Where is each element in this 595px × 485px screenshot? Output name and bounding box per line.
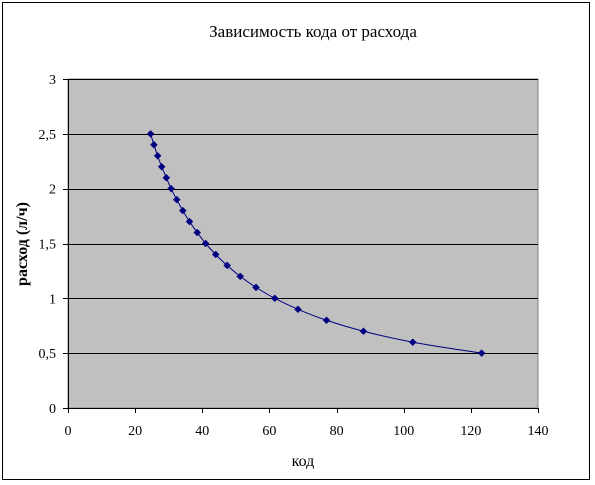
x-axis-title: код bbox=[292, 453, 315, 470]
data-point bbox=[167, 184, 175, 193]
x-tick-label: 80 bbox=[330, 424, 344, 439]
axes bbox=[63, 79, 539, 413]
data-point bbox=[223, 261, 231, 270]
data-point bbox=[157, 162, 166, 171]
y-tick-label: 0 bbox=[49, 402, 56, 417]
data-point bbox=[185, 217, 194, 226]
data-point bbox=[359, 327, 368, 336]
data-point bbox=[193, 228, 202, 237]
data-point bbox=[153, 151, 162, 160]
y-tick-label: 2 bbox=[49, 183, 56, 198]
data-point bbox=[146, 129, 155, 138]
gridlines bbox=[68, 79, 538, 354]
x-tick-label: 60 bbox=[262, 424, 276, 439]
data-point bbox=[201, 239, 210, 248]
y-tick-label: 3 bbox=[49, 73, 56, 88]
data-point bbox=[150, 140, 158, 149]
y-tick-label: 2,5 bbox=[39, 128, 57, 143]
x-tick-label: 20 bbox=[128, 424, 142, 439]
plot-area bbox=[67, 78, 539, 409]
series bbox=[146, 129, 486, 358]
x-tick-label: 120 bbox=[460, 424, 481, 439]
data-point bbox=[408, 338, 417, 347]
data-point bbox=[294, 305, 302, 314]
y-tick-label: 1,5 bbox=[39, 238, 57, 253]
y-tick-label: 1 bbox=[49, 292, 56, 307]
data-point bbox=[252, 283, 260, 292]
x-tick-label: 140 bbox=[528, 424, 549, 439]
tick-labels: 0 0,5 1 1,5 2 2,5 3 0 20 40 60 80 100 120 140 bbox=[39, 73, 549, 439]
data-point bbox=[211, 250, 220, 259]
data-point bbox=[236, 272, 245, 281]
data-point bbox=[322, 316, 331, 325]
y-tick-label: 0,5 bbox=[39, 347, 57, 362]
y-axis-title: расход (л/ч) bbox=[14, 202, 31, 286]
data-point bbox=[270, 294, 279, 303]
data-point bbox=[172, 195, 181, 204]
x-tick-label: 0 bbox=[65, 424, 72, 439]
x-tick-label: 100 bbox=[393, 424, 414, 439]
chart-title: Зависимость кода от расхода bbox=[209, 22, 417, 41]
data-point bbox=[477, 349, 486, 358]
data-point bbox=[178, 206, 187, 215]
data-point bbox=[162, 173, 171, 182]
x-tick-label: 40 bbox=[195, 424, 209, 439]
